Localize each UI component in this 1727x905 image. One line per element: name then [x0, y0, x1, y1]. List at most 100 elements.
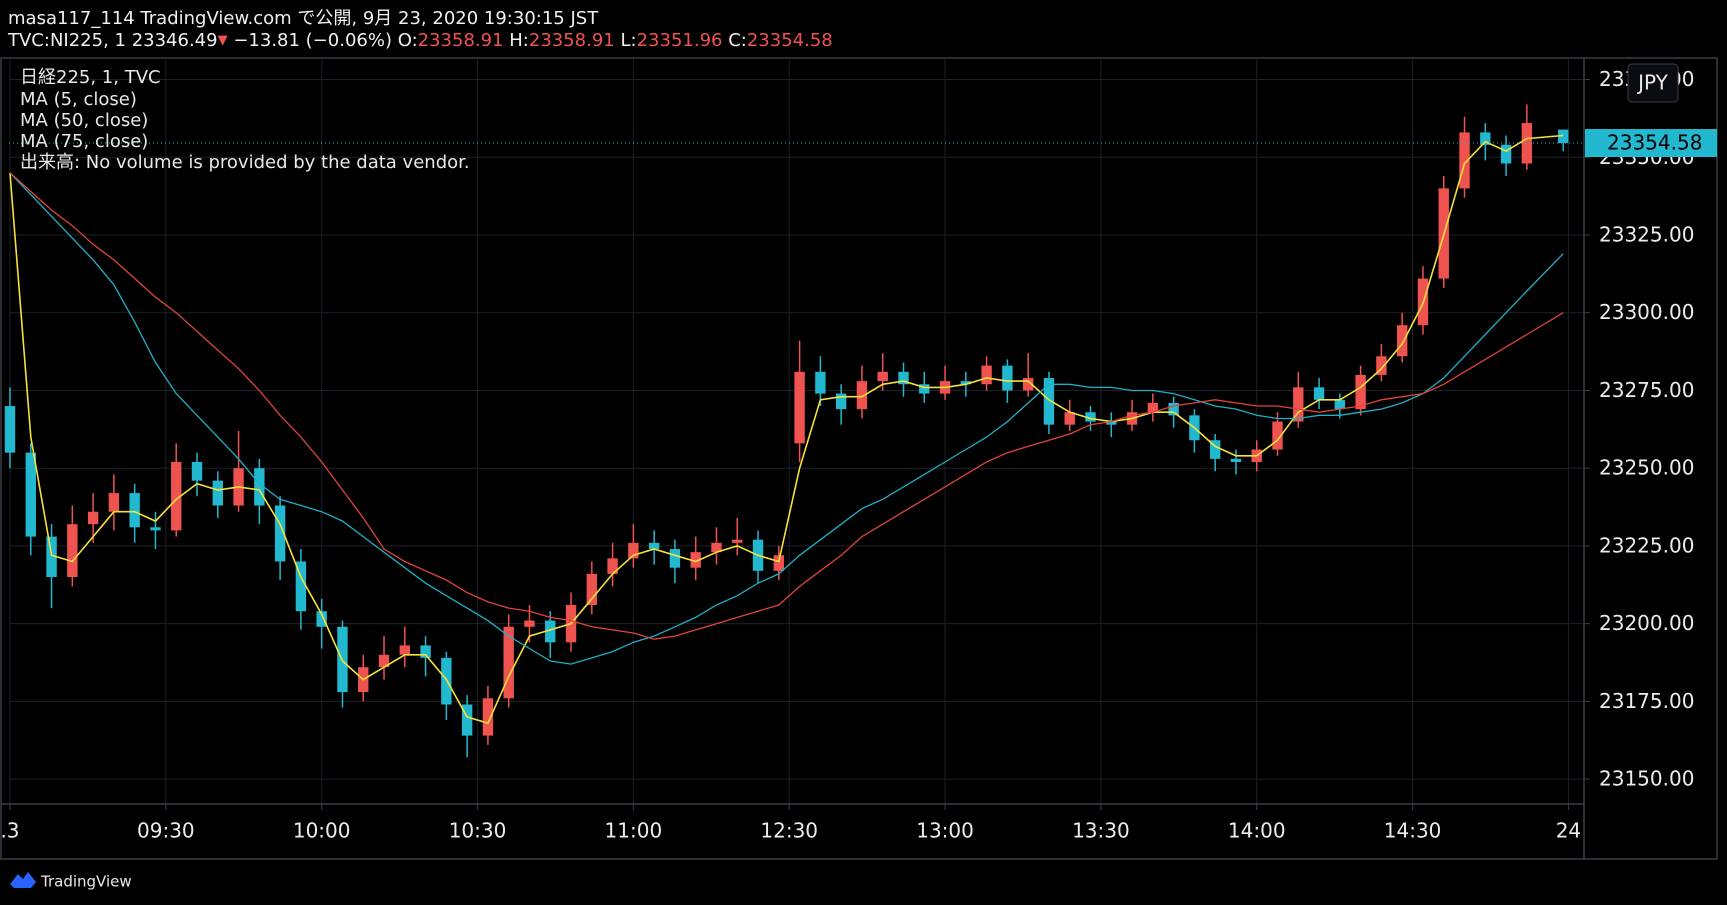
y-tick-label: 23200.00 — [1599, 611, 1694, 635]
plot-area — [4, 104, 1584, 758]
candle-body — [1106, 421, 1117, 425]
candle-body — [545, 620, 556, 643]
brand: TradingView — [40, 873, 132, 891]
legend-volume: 出来高: No volume is provided by the data v… — [20, 152, 470, 173]
candle-body — [1043, 378, 1055, 425]
symbol: TVC:NI225, 1 — [8, 30, 126, 51]
x-tick-label: 11:00 — [605, 819, 663, 843]
x-tick-label: 13:30 — [1072, 819, 1130, 843]
candle-body — [1396, 325, 1408, 357]
price-label: 23354.58 — [1607, 131, 1702, 155]
candle-body — [4, 406, 16, 453]
x-tick-label: 14:30 — [1384, 819, 1442, 843]
candle-body — [981, 365, 992, 385]
candle-body — [586, 573, 598, 606]
ma-line — [9, 172, 1564, 640]
candle-body — [254, 468, 265, 506]
candle-body — [898, 371, 909, 385]
currency-label: JPY — [1636, 71, 1669, 95]
candle-body — [441, 657, 452, 705]
change: −13.81 (−0.06%) — [233, 30, 392, 51]
low-value: 23351.96 — [636, 30, 723, 51]
footer-logo: TradingView — [10, 872, 132, 891]
candle-body — [1085, 412, 1096, 422]
frame — [0, 57, 1718, 860]
candle-body — [1459, 132, 1470, 189]
candle-body — [835, 393, 847, 410]
candle-body — [25, 452, 36, 537]
x-tick-label: 24 — [1556, 819, 1581, 843]
candle-body — [1293, 387, 1304, 422]
open-value: 23358.91 — [417, 30, 504, 51]
x-tick-label: 10:30 — [449, 819, 507, 843]
candle-body — [212, 480, 223, 506]
candle-body — [46, 536, 57, 578]
y-tick-label: 23250.00 — [1599, 456, 1694, 480]
candle-body — [108, 493, 120, 512]
candle-body — [628, 542, 639, 559]
candle-body — [1480, 132, 1491, 145]
low-label: L: — [620, 30, 637, 51]
candle-body — [1355, 374, 1366, 410]
candle-body — [399, 645, 410, 655]
candle-body — [1272, 421, 1283, 450]
x-tick-label: 12:30 — [760, 819, 818, 843]
candle-body — [295, 561, 307, 612]
x-tick-label: 09:30 — [137, 819, 195, 843]
candle-body — [669, 549, 681, 568]
header-line-2: TVC:NI225, 1 23346.49▼ −13.81 (−0.06%) O… — [8, 30, 833, 52]
candle-body — [607, 558, 618, 574]
legend-ma75: MA (75, close) — [20, 131, 149, 152]
candle-body — [1022, 378, 1034, 391]
candle-body — [1558, 129, 1569, 144]
candle-body — [150, 527, 161, 531]
candle-body — [378, 654, 390, 668]
candle-body — [1313, 387, 1325, 400]
candle-body — [1002, 365, 1013, 391]
x-tick-label: .3 — [0, 819, 19, 843]
x-tick-label: 10:00 — [293, 819, 351, 843]
candle-body — [856, 381, 868, 410]
ma-line — [9, 172, 1564, 665]
candle-body — [1064, 412, 1075, 425]
close-value: 23354.58 — [746, 30, 833, 51]
candle-body — [711, 542, 722, 553]
legend-ma50: MA (50, close) — [20, 110, 149, 131]
last-price: 23346.49 — [131, 30, 218, 51]
candle-body — [732, 539, 743, 543]
x-tick-label: 13:00 — [916, 819, 974, 843]
candle-body — [503, 626, 514, 699]
y-tick-label: 23275.00 — [1599, 378, 1694, 402]
candle-body — [648, 542, 660, 550]
currency-badge — [1627, 63, 1679, 103]
candle-body — [1209, 440, 1221, 459]
close-label: C: — [728, 30, 747, 51]
y-tick-label: 23150.00 — [1599, 767, 1694, 791]
candle-body — [1521, 123, 1533, 164]
open-label: O: — [397, 30, 418, 51]
candle-body — [129, 493, 140, 528]
candle-body — [67, 524, 78, 578]
candle-body — [815, 371, 826, 394]
header-line-1: masa117_114 TradingView.com で公開, 9月 23, … — [8, 8, 599, 29]
candle-body — [524, 620, 535, 627]
candle-body — [274, 505, 286, 562]
candle-body — [773, 555, 785, 571]
candle-body — [1334, 399, 1346, 410]
axes: 23150.00 23175.00 23200.00 23225.00 23250.00… — [0, 58, 1717, 859]
candle-body — [794, 371, 805, 444]
candle-body — [1147, 402, 1159, 413]
y-tick-label: 23175.00 — [1599, 689, 1694, 713]
candle-body — [171, 461, 182, 531]
candle-body — [316, 611, 327, 627]
candle-body — [960, 381, 972, 385]
candle-body — [1376, 356, 1387, 375]
candle-body — [87, 511, 99, 525]
candle-body — [461, 704, 473, 736]
candle-body — [1500, 144, 1512, 164]
price-label-box — [1585, 129, 1717, 158]
candle-body — [877, 371, 888, 382]
